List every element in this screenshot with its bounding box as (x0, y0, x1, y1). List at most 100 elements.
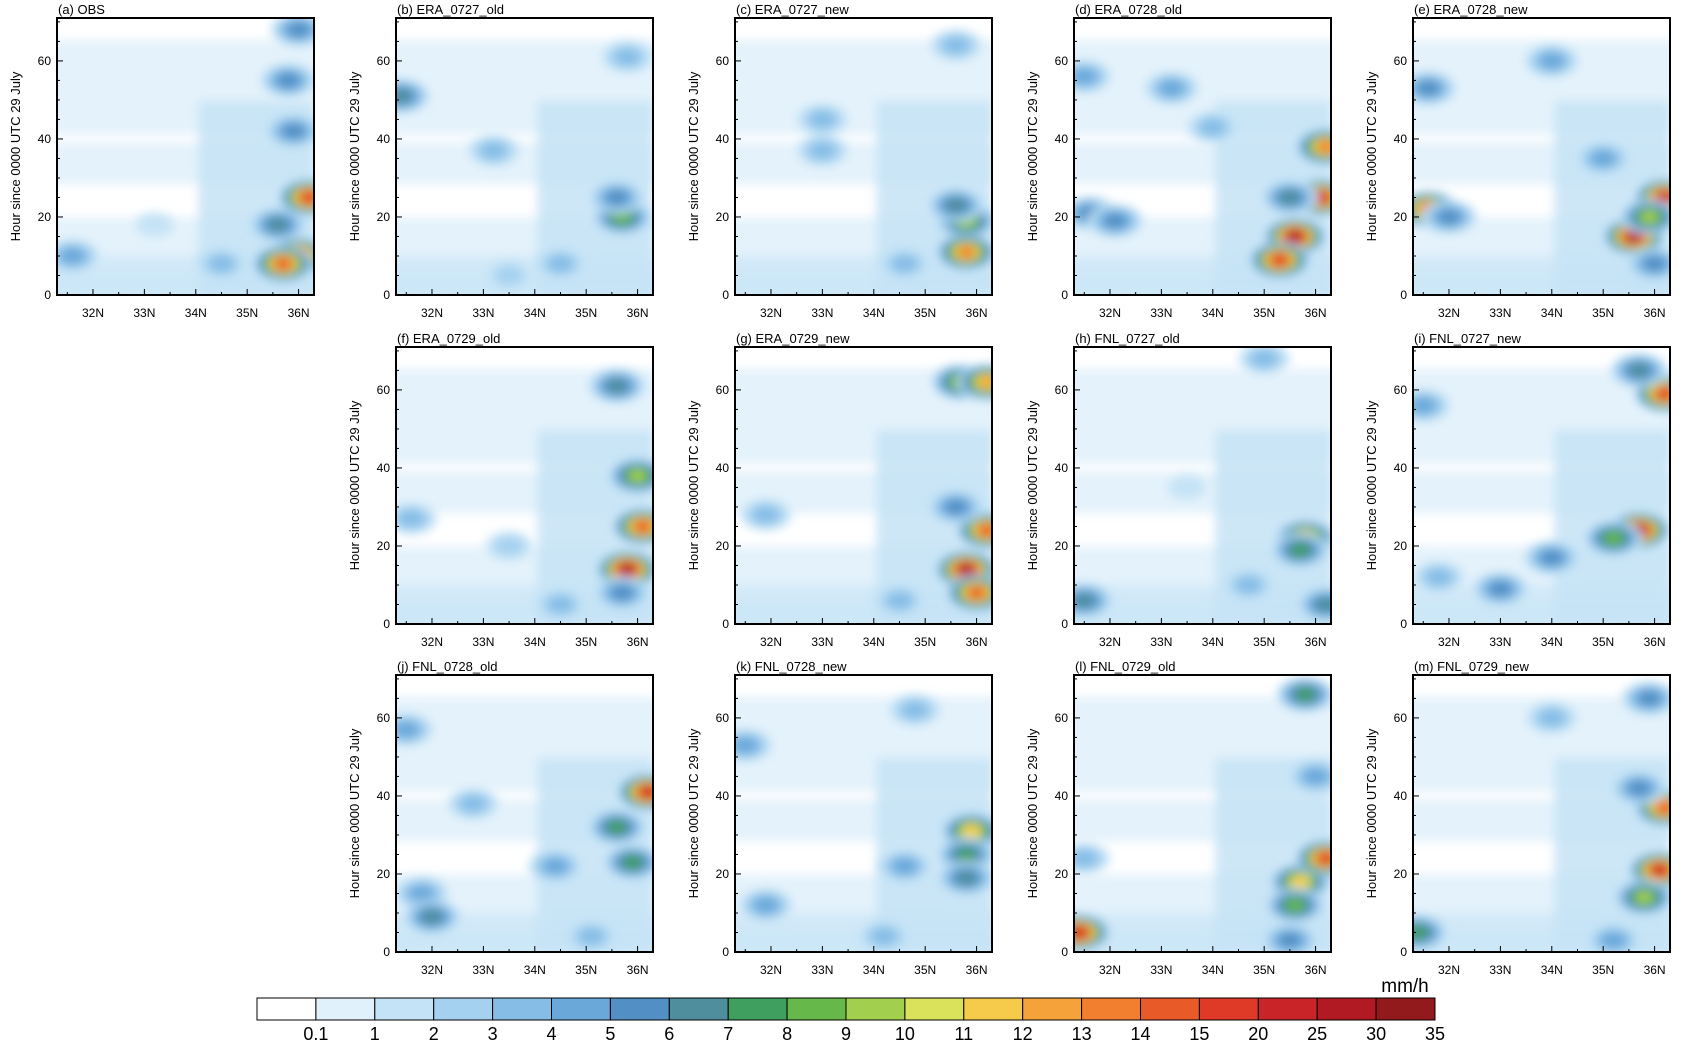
x-tick-label: 35N (1253, 635, 1275, 649)
panel-12: (l) FNL_0729_old 32N 33N 34N 35N 36N 0 20 40 60 Ho… (1025, 659, 1332, 977)
x-tick-label: 33N (811, 306, 833, 320)
precip-cell-6-level-7 (422, 909, 442, 924)
x-tick-label: 33N (472, 635, 494, 649)
x-tick-label: 36N (1305, 306, 1327, 320)
y-tick-label: 40 (1055, 789, 1069, 803)
x-tick-label: 36N (966, 635, 988, 649)
y-tick-label: 0 (1400, 617, 1407, 631)
x-tick-label: 35N (1592, 306, 1614, 320)
x-tick-label: 32N (760, 306, 782, 320)
panel-2: (b) ERA_0727_old 32N 33N 34N 35N 36N 0 20 40 60 Ho… (347, 2, 654, 320)
panel-5: (e) ERA_0728_new 32N 33N 34N 35N 36N 0 20 40 60 Ho… (1364, 2, 1671, 320)
colorbar-tick-label: 2 (429, 1024, 439, 1044)
y-tick-label: 0 (1400, 288, 1407, 302)
x-tick-label: 32N (1438, 635, 1460, 649)
colorbar-swatch (1257, 997, 1318, 1021)
precip-cell-6-level-4 (547, 255, 573, 273)
panel-frame (1073, 346, 1332, 625)
colorbar-swatch (1375, 997, 1436, 1021)
y-tick-label: 40 (38, 132, 52, 146)
colorbar-tick-label: 12 (1013, 1024, 1033, 1044)
precip-field (1413, 353, 1670, 624)
precip-cell-8-level-4 (460, 795, 486, 813)
panel-7: (g) ERA_0729_new 32N 33N 34N 35N 36N 0 20 40 60 Ho… (686, 331, 993, 649)
x-tick-label: 32N (1099, 635, 1121, 649)
colorbar-tick-label: 14 (1130, 1024, 1150, 1044)
x-tick-label: 33N (472, 306, 494, 320)
panel-6: (f) ERA_0729_old 32N 33N 34N 35N 36N 0 20 40 60 Ho… (347, 331, 654, 649)
precip-cell-5-level-4 (809, 110, 835, 128)
precip-cell-3-level-15 (1657, 801, 1670, 814)
precip-cell-1-level-12 (963, 824, 980, 838)
precip-cell-3-level-16 (1657, 387, 1670, 400)
x-tick-label: 32N (760, 635, 782, 649)
panel-label: (e) ERA_0728_new (1414, 2, 1528, 17)
precip-field (57, 18, 314, 295)
x-tick-label: 33N (811, 635, 833, 649)
x-tick-label: 33N (133, 306, 155, 320)
colorbar-tick-label: 3 (488, 1024, 498, 1044)
precip-cell-9-level-6 (1644, 256, 1665, 272)
y-tick-label: 0 (1400, 945, 1407, 959)
y-tick-label: 20 (716, 867, 730, 881)
x-tick-label: 32N (1099, 306, 1121, 320)
y-tick-label: 20 (1055, 539, 1069, 553)
colorbar-tick-label: 10 (895, 1024, 915, 1044)
y-tick-label: 0 (1061, 945, 1068, 959)
y-tick-label: 40 (716, 461, 730, 475)
x-tick-label: 34N (1541, 635, 1563, 649)
precip-cell-3-level-7 (956, 870, 977, 885)
precip-cell-2-level-15 (275, 257, 291, 270)
panel-1: (a) OBS 32N 33N 34N 35N 36N 0 20 40 60 Hour since … (8, 2, 315, 320)
y-tick-label: 20 (377, 210, 391, 224)
precip-cell-6-level-4 (1251, 350, 1277, 368)
x-tick-label: 35N (1253, 963, 1275, 977)
colorbar-tick-label: 20 (1248, 1024, 1268, 1044)
panel-label: (m) FNL_0729_new (1414, 659, 1529, 674)
precip-cell-6-level-6 (1418, 80, 1439, 96)
colorbar-swatch (1316, 997, 1377, 1021)
precip-cell-7-level-3 (494, 536, 524, 556)
precip-cell-4-level-7 (268, 217, 288, 232)
precip-cell-2-level-8 (957, 847, 976, 862)
precip-cell-5-level-5 (754, 897, 778, 913)
y-axis-label: Hour since 0000 UTC 29 July (8, 71, 23, 241)
colorbar-swatch (727, 997, 788, 1021)
colorbar-swatch (845, 997, 906, 1021)
precip-cell-2-level-15 (634, 520, 651, 533)
panel-frame (56, 17, 315, 296)
colorbar-tick-label: 11 (954, 1024, 973, 1044)
precip-cell-5-level-13 (978, 376, 992, 389)
precip-cell-4-level-7 (607, 379, 627, 394)
precip-cell-3-level-10 (1640, 210, 1659, 224)
y-tick-label: 60 (38, 54, 52, 68)
x-tick-label: 34N (863, 963, 885, 977)
x-tick-label: 36N (288, 306, 310, 320)
x-tick-label: 34N (524, 963, 546, 977)
panel-label: (j) FNL_0728_old (397, 659, 497, 674)
y-tick-label: 40 (716, 789, 730, 803)
precip-cell-3-level-8 (623, 855, 642, 870)
y-tick-label: 20 (377, 867, 391, 881)
precip-cell-8-level-4 (1426, 568, 1452, 586)
y-tick-label: 0 (44, 288, 51, 302)
x-tick-label: 36N (627, 963, 649, 977)
precip-cell-3-level-9 (1286, 898, 1304, 912)
panel-frame (395, 17, 654, 296)
y-tick-label: 40 (1055, 461, 1069, 475)
panel-frame (1412, 346, 1671, 625)
precip-cell-8-level-5 (1602, 932, 1625, 949)
y-tick-label: 20 (716, 539, 730, 553)
x-tick-label: 34N (1541, 306, 1563, 320)
y-axis-label: Hour since 0000 UTC 29 July (686, 728, 701, 898)
x-tick-label: 32N (760, 963, 782, 977)
precip-cell-7-level-2 (1168, 475, 1207, 500)
precip-cell-4-level-7 (1629, 363, 1649, 378)
precip-cell-10-level-2 (135, 212, 174, 237)
y-tick-label: 60 (377, 711, 391, 725)
x-tick-label: 35N (1592, 635, 1614, 649)
y-tick-label: 40 (377, 789, 391, 803)
precip-cell-2-level-10 (1635, 890, 1653, 904)
x-tick-label: 34N (185, 306, 207, 320)
precip-cell-5-level-6 (611, 585, 633, 601)
